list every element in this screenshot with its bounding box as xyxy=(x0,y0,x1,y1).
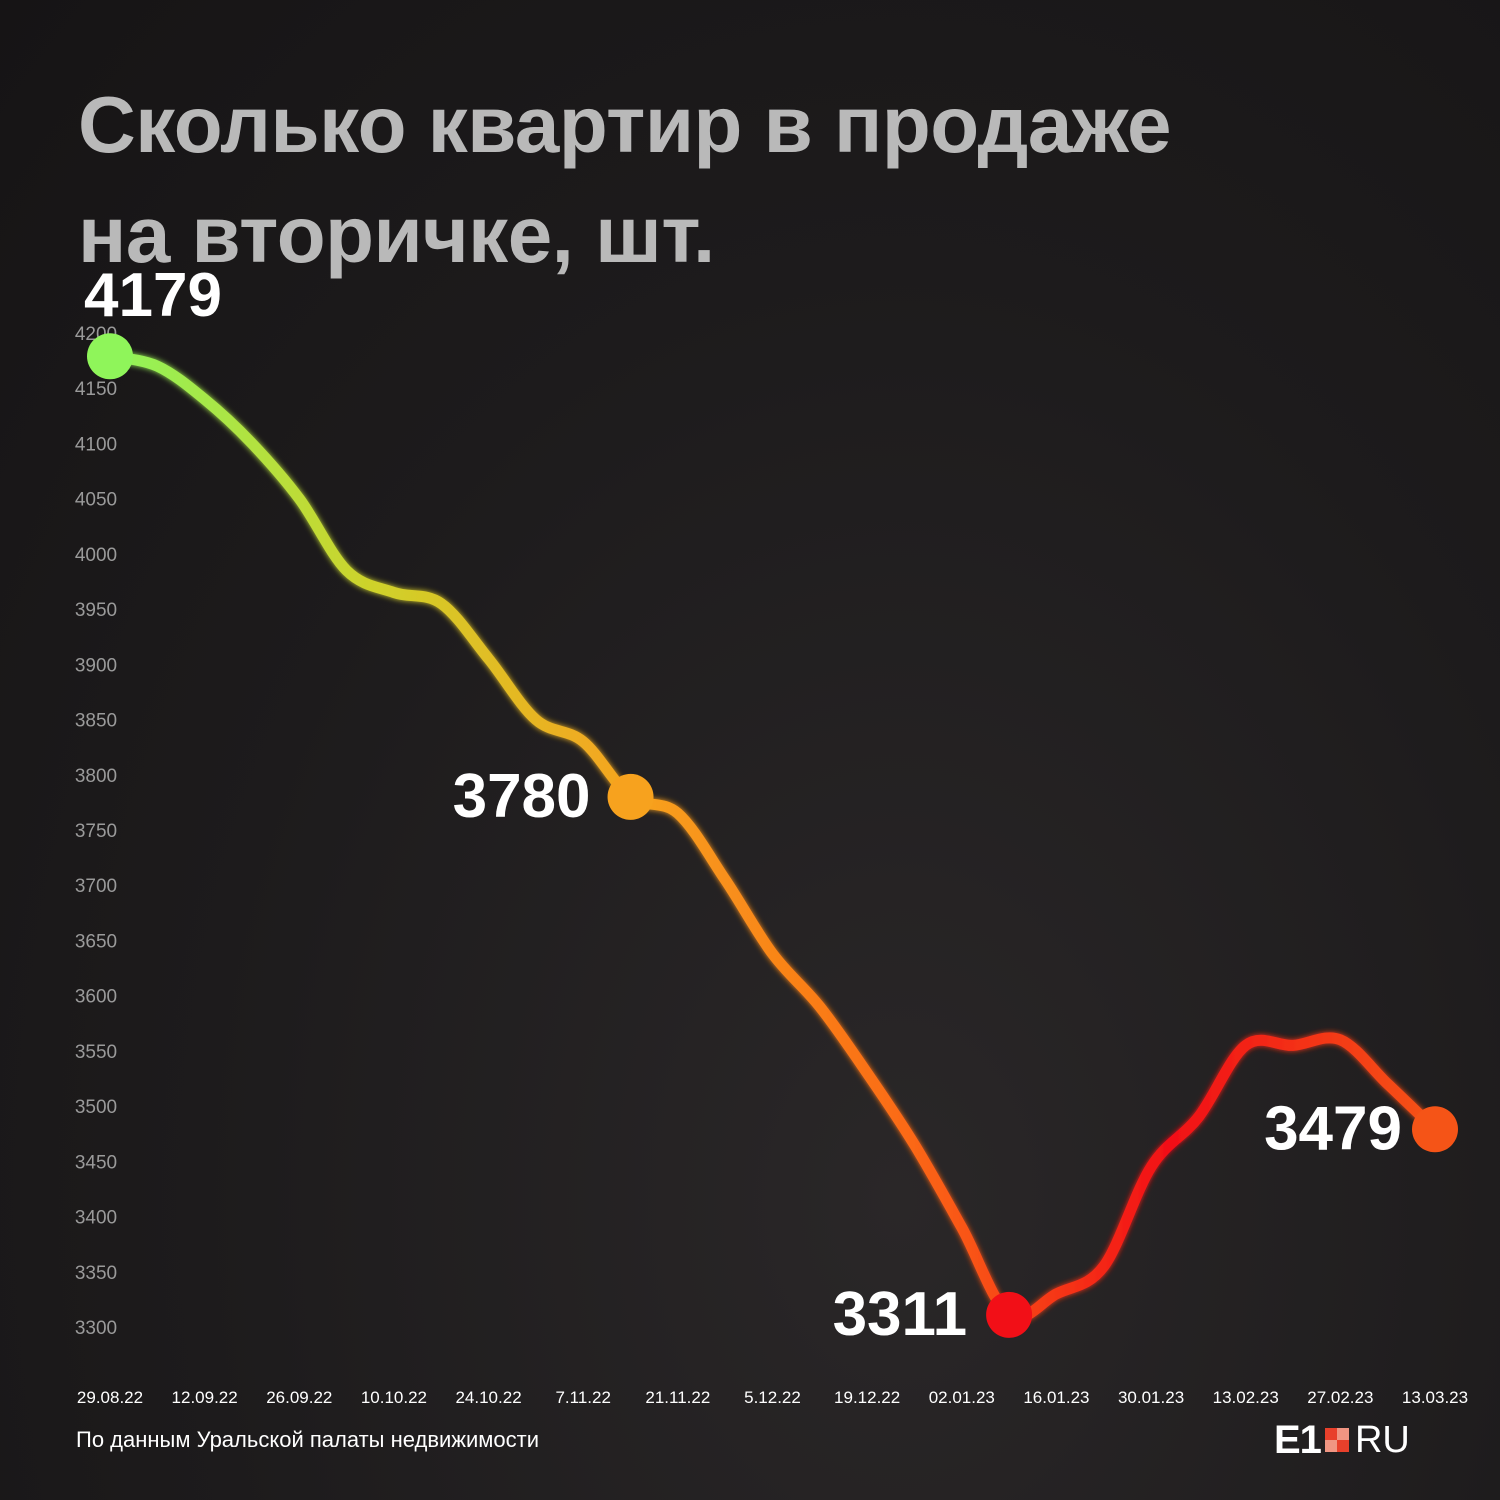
x-tick-label: 7.11.22 xyxy=(555,1388,610,1407)
x-tick-label: 10.10.22 xyxy=(361,1388,427,1407)
value-label: 3780 xyxy=(453,762,591,831)
y-tick-label: 4150 xyxy=(75,379,117,400)
highlight-point xyxy=(607,773,654,820)
x-tick-label: 21.11.22 xyxy=(645,1388,710,1407)
x-tick-label: 02.01.23 xyxy=(929,1388,995,1407)
x-tick-label: 5.12.22 xyxy=(744,1388,801,1407)
x-tick-label: 24.10.22 xyxy=(455,1388,521,1407)
y-tick-label: 3600 xyxy=(75,987,117,1008)
x-tick-label: 26.09.22 xyxy=(266,1388,332,1407)
y-tick-label: 4000 xyxy=(75,545,117,566)
x-tick-label: 13.03.23 xyxy=(1402,1388,1468,1407)
y-axis: 4200415041004050400039503900385038003750… xyxy=(75,324,117,1339)
y-tick-label: 3800 xyxy=(75,766,117,787)
y-tick-label: 4100 xyxy=(75,434,117,455)
x-axis: 29.08.22 12.09.22 26.09.22 10.10.22 24.10.22… xyxy=(77,1388,1468,1407)
logo-e1-text: E1 xyxy=(1274,1417,1322,1462)
y-tick-label: 3450 xyxy=(75,1152,117,1173)
highlight-markers: 4179 3780 3311 3479 xyxy=(84,261,1458,1349)
logo-ru-text: RU xyxy=(1354,1418,1410,1461)
y-tick-label: 3650 xyxy=(75,931,117,952)
y-tick-label: 3750 xyxy=(75,821,117,842)
highlight-point xyxy=(87,333,133,380)
y-tick-label: 4050 xyxy=(75,490,117,511)
y-tick-label: 3300 xyxy=(75,1318,117,1339)
y-tick-label: 3850 xyxy=(75,711,117,732)
highlight-point xyxy=(986,1291,1033,1338)
value-label: 3479 xyxy=(1264,1094,1402,1163)
highlight-point xyxy=(1412,1106,1458,1153)
x-tick-label: 12.09.22 xyxy=(172,1388,238,1407)
source-note: По данным Уральской палаты недвижимости xyxy=(76,1427,540,1452)
y-tick-label: 3500 xyxy=(75,1097,117,1118)
chart-title: Сколько квартир в продаже на вторичке, ш… xyxy=(78,70,1171,290)
y-tick-label: 3550 xyxy=(75,1042,117,1063)
y-tick-label: 3400 xyxy=(75,1208,117,1229)
y-tick-label: 3900 xyxy=(75,655,117,676)
e1-logo[interactable]: E1 RU xyxy=(1274,1417,1410,1462)
x-tick-label: 29.08.22 xyxy=(77,1388,143,1407)
logo-square-icon xyxy=(1324,1428,1349,1452)
x-tick-label: 19.12.22 xyxy=(834,1388,900,1407)
x-tick-label: 13.02.23 xyxy=(1213,1388,1279,1407)
title-line-2: на вторичке, шт. xyxy=(78,190,715,279)
y-tick-label: 3950 xyxy=(75,600,117,621)
x-tick-label: 30.01.23 xyxy=(1118,1388,1184,1407)
series-line-group xyxy=(104,350,1441,1324)
title-line-1: Сколько квартир в продаже xyxy=(78,80,1171,169)
series-line xyxy=(104,350,1441,1324)
value-label: 3311 xyxy=(833,1280,968,1349)
y-tick-label: 3700 xyxy=(75,876,117,897)
x-tick-label: 27.02.23 xyxy=(1307,1388,1373,1407)
value-label: 4179 xyxy=(84,261,222,330)
x-tick-label: 16.01.23 xyxy=(1023,1388,1089,1407)
y-tick-label: 3350 xyxy=(75,1263,117,1284)
